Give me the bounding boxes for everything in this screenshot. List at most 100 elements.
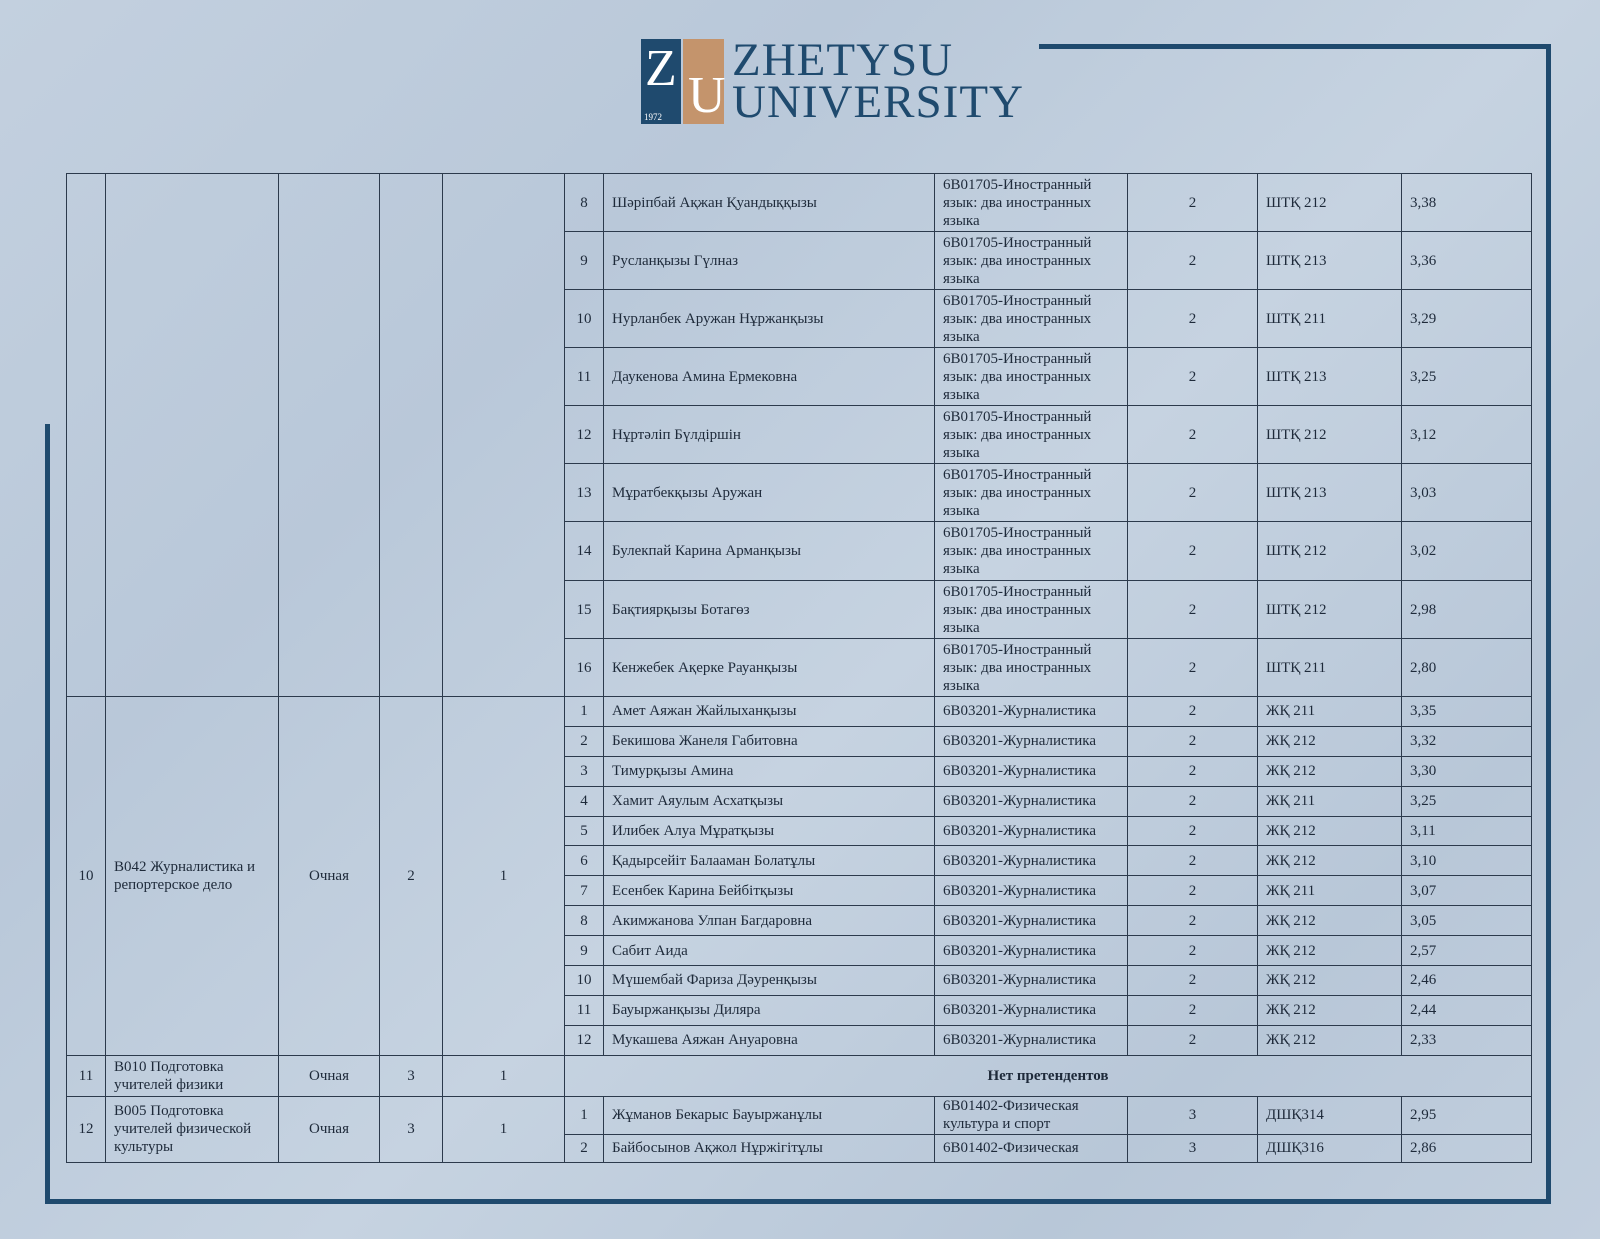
student-group: ЖҚ 211 (1257, 785, 1402, 817)
education-program: 6B01705-Иностранный язык: два иностранны… (934, 347, 1128, 406)
logo-z-block: Z 1972 (641, 39, 681, 124)
student-group: ШТҚ 213 (1257, 347, 1402, 406)
program-course: 3 (379, 1095, 443, 1163)
student-number: 2 (564, 725, 604, 757)
grant-applicants-table: 8 Шәріпбай Ақжан Қуандыққызы 6B01705-Иност… (66, 173, 1532, 1163)
student-number: 5 (564, 815, 604, 847)
education-program: 6B03201-Журналистика (934, 725, 1128, 757)
table-row: 14 Булекпай Карина Арманқызы 6B01705-Иност… (67, 521, 1532, 581)
student-name: Мұратбекқызы Аружан (603, 463, 935, 522)
study-form: Очная (278, 1095, 380, 1163)
student-name: Мукашева Аяжан Ануаровна (603, 1024, 935, 1056)
student-course: 2 (1127, 815, 1258, 847)
table-row: 12 В005 Подготовка учителей физической ку… (66, 1095, 1532, 1163)
table-row: 11 Даукенова Амина Ермековна 6B01705-Иност… (67, 347, 1532, 406)
education-program: 6B03201-Журналистика (934, 785, 1128, 817)
education-program: 6B01402-Физическая культура и спорт (934, 1095, 1128, 1135)
student-group: ЖҚ 212 (1257, 935, 1402, 967)
student-course: 2 (1127, 725, 1258, 757)
program-name: В010 Подготовка учителей физики (105, 1054, 279, 1097)
student-name: Есенбек Карина Бейбітқызы (603, 875, 935, 907)
student-gpa: 3,35 (1401, 696, 1532, 727)
student-course: 3 (1127, 1133, 1258, 1163)
student-name: Булекпай Карина Арманқызы (603, 521, 935, 581)
student-gpa: 3,32 (1401, 725, 1532, 757)
table-row: 11 В010 Подготовка учителей физики Очная 3 1… (66, 1054, 1532, 1097)
education-program: 6B03201-Журналистика (934, 1024, 1128, 1056)
student-group: ЖҚ 212 (1257, 845, 1402, 877)
student-name: Нурланбек Аружан Нұржанқызы (603, 289, 935, 348)
student-name: Тимурқызы Амина (603, 755, 935, 787)
student-number: 3 (564, 755, 604, 787)
student-number: 9 (564, 231, 604, 290)
logo-line1: ZHETYSU (732, 34, 954, 86)
student-course: 2 (1127, 638, 1258, 697)
student-number: 4 (564, 785, 604, 817)
table-row: 15 Бақтиярқызы Ботагөз 6B01705-Иностранный… (67, 580, 1532, 639)
student-course: 2 (1127, 463, 1258, 522)
logo-text: ZHETYSU UNIVERSITY (732, 34, 1024, 126)
student-course: 2 (1127, 173, 1258, 232)
student-number: 11 (564, 347, 604, 406)
table-row: 10 Нурланбек Аружан Нұржанқызы 6B01705-Ино… (67, 289, 1532, 348)
student-gpa: 3,30 (1401, 755, 1532, 787)
program-name (105, 173, 279, 697)
student-gpa: 2,80 (1401, 638, 1532, 697)
education-program: 6B01705-Иностранный язык: два иностранны… (934, 580, 1128, 639)
education-program: 6B01705-Иностранный язык: два иностранны… (934, 521, 1128, 581)
table-row: 8 Шәріпбай Ақжан Қуандыққызы 6B01705-Иност… (66, 173, 1532, 697)
student-group: ШТҚ 212 (1257, 521, 1402, 581)
table-row: 9 Сабит Аида 6B03201-Журналистика 2 ЖҚ 212 2,… (67, 935, 1532, 967)
student-gpa: 3,03 (1401, 463, 1532, 522)
table-row: 2 Бекишова Жанеля Габитовна 6B03201-Журнал… (67, 725, 1532, 757)
program-course: 2 (379, 696, 443, 1056)
education-program: 6B03201-Журналистика (934, 875, 1128, 907)
student-group: ШТҚ 211 (1257, 289, 1402, 348)
program-course: 3 (379, 1054, 443, 1097)
student-group: ЖҚ 212 (1257, 994, 1402, 1026)
student-group: ДШҚ316 (1257, 1133, 1402, 1163)
student-course: 2 (1127, 521, 1258, 581)
student-name: Шәріпбай Ақжан Қуандыққызы (603, 173, 935, 232)
student-name: Жұманов Бекарыс Бауыржанұлы (603, 1095, 935, 1135)
table-row: 8 Акимжанова Улпан Багдаровна 6B03201-Журн… (67, 905, 1532, 937)
student-number: 1 (564, 696, 604, 727)
student-name: Илибек Алуа Мұратқызы (603, 815, 935, 847)
student-course: 2 (1127, 905, 1258, 937)
student-gpa: 3,25 (1401, 785, 1532, 817)
group-number: 11 (66, 1054, 106, 1097)
student-course: 2 (1127, 405, 1258, 464)
student-group: ШТҚ 212 (1257, 580, 1402, 639)
student-name: Русланқызы Гүлназ (603, 231, 935, 290)
student-course: 2 (1127, 845, 1258, 877)
education-program: 6B03201-Журналистика (934, 935, 1128, 967)
education-program: 6B01705-Иностранный язык: два иностранны… (934, 231, 1128, 290)
student-group: ЖҚ 212 (1257, 1024, 1402, 1056)
student-course: 2 (1127, 935, 1258, 967)
student-group: ШТҚ 213 (1257, 231, 1402, 290)
student-course: 2 (1127, 965, 1258, 996)
student-name: Хамит Аяулым Асхатқызы (603, 785, 935, 817)
frame-left-line (45, 424, 50, 1204)
student-name: Кенжебек Ақерке Рауанқызы (603, 638, 935, 697)
student-number: 1 (564, 1095, 604, 1135)
student-group: ШТҚ 211 (1257, 638, 1402, 697)
education-program: 6B01705-Иностранный язык: два иностранны… (934, 289, 1128, 348)
student-name: Бауыржанқызы Диляра (603, 994, 935, 1026)
student-name: Сабит Аида (603, 935, 935, 967)
student-number: 10 (564, 289, 604, 348)
student-gpa: 3,07 (1401, 875, 1532, 907)
student-name: Бекишова Жанеля Габитовна (603, 725, 935, 757)
study-form: Очная (278, 696, 380, 1056)
education-program: 6B03201-Журналистика (934, 696, 1128, 727)
logo-z: Z (645, 40, 677, 97)
student-name: Қадырсейіт Балааман Болатұлы (603, 845, 935, 877)
student-course: 2 (1127, 1024, 1258, 1056)
study-form (278, 173, 380, 697)
frame-bottom-line (45, 1199, 1551, 1204)
education-program: 6B03201-Журналистика (934, 994, 1128, 1026)
grant-count: 1 (442, 1054, 565, 1097)
student-number: 10 (564, 965, 604, 996)
education-program: 6B03201-Журналистика (934, 905, 1128, 937)
student-gpa: 3,25 (1401, 347, 1532, 406)
